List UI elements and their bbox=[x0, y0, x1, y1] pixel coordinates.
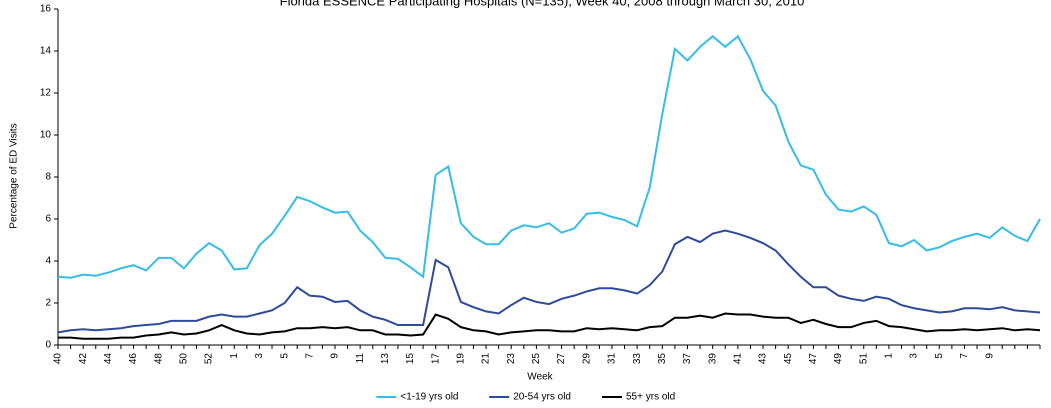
x-tick-label: 1 bbox=[884, 353, 895, 359]
x-tick-label: 33 bbox=[632, 353, 643, 365]
x-tick-label: 35 bbox=[657, 353, 668, 365]
x-tick-label: 43 bbox=[758, 353, 769, 365]
legend-label: 55+ yrs old bbox=[626, 392, 675, 403]
x-tick-label: 31 bbox=[607, 353, 618, 365]
x-tick-label: 3 bbox=[254, 353, 265, 359]
x-tick-label: 42 bbox=[78, 353, 89, 365]
x-tick-label: 5 bbox=[279, 353, 290, 359]
x-tick-label: 29 bbox=[581, 353, 592, 365]
x-tick-label: 9 bbox=[984, 353, 995, 359]
x-tick-label: 52 bbox=[204, 353, 215, 365]
x-tick-label: 25 bbox=[531, 353, 542, 365]
legend-label: <1-19 yrs old bbox=[400, 392, 458, 403]
x-tick-label: 21 bbox=[481, 353, 492, 365]
x-tick-label: 9 bbox=[330, 353, 341, 359]
y-tick-label: 10 bbox=[40, 130, 52, 141]
x-tick-label: 27 bbox=[556, 353, 567, 365]
chart-title: Florida ESSENCE Participating Hospitals … bbox=[280, 0, 805, 8]
x-tick-label: 45 bbox=[783, 353, 794, 365]
y-tick-label: 2 bbox=[45, 298, 51, 309]
x-tick-label: 17 bbox=[430, 353, 441, 365]
x-tick-label: 37 bbox=[682, 353, 693, 365]
x-tick-label: 50 bbox=[179, 353, 190, 365]
legend-label: 20-54 yrs old bbox=[513, 392, 571, 403]
y-tick-label: 6 bbox=[45, 214, 51, 225]
y-tick-label: 16 bbox=[40, 4, 52, 15]
series-line bbox=[57, 229, 1041, 334]
series-line bbox=[57, 34, 1041, 279]
x-tick-label: 49 bbox=[833, 353, 844, 365]
y-tick-label: 12 bbox=[40, 88, 52, 99]
x-tick-label: 7 bbox=[304, 353, 315, 359]
x-tick-label: 13 bbox=[380, 353, 391, 365]
x-tick-label: 23 bbox=[506, 353, 517, 365]
x-tick-label: 41 bbox=[732, 353, 743, 365]
y-tick-label: 14 bbox=[40, 46, 52, 57]
x-axis-label: Week bbox=[527, 372, 553, 383]
x-tick-label: 47 bbox=[808, 353, 819, 365]
y-axis-label: Percentage of ED Visits bbox=[9, 123, 20, 228]
x-tick-label: 51 bbox=[858, 353, 869, 365]
x-tick-label: 44 bbox=[103, 353, 114, 365]
x-tick-label: 11 bbox=[355, 353, 366, 364]
series-line bbox=[58, 312, 1041, 340]
y-tick-label: 8 bbox=[45, 172, 51, 183]
x-tick-label: 48 bbox=[153, 353, 164, 365]
x-tick-label: 46 bbox=[128, 353, 139, 365]
y-tick-label: 0 bbox=[45, 340, 51, 351]
x-tick-label: 40 bbox=[53, 353, 64, 365]
x-tick-label: 19 bbox=[456, 353, 467, 365]
y-tick-label: 4 bbox=[45, 256, 51, 267]
x-tick-label: 39 bbox=[707, 353, 718, 365]
x-tick-label: 15 bbox=[405, 353, 416, 365]
x-tick-label: 5 bbox=[934, 353, 945, 359]
x-tick-label: 7 bbox=[959, 353, 970, 359]
x-tick-label: 1 bbox=[229, 353, 240, 359]
x-tick-label: 3 bbox=[909, 353, 920, 359]
